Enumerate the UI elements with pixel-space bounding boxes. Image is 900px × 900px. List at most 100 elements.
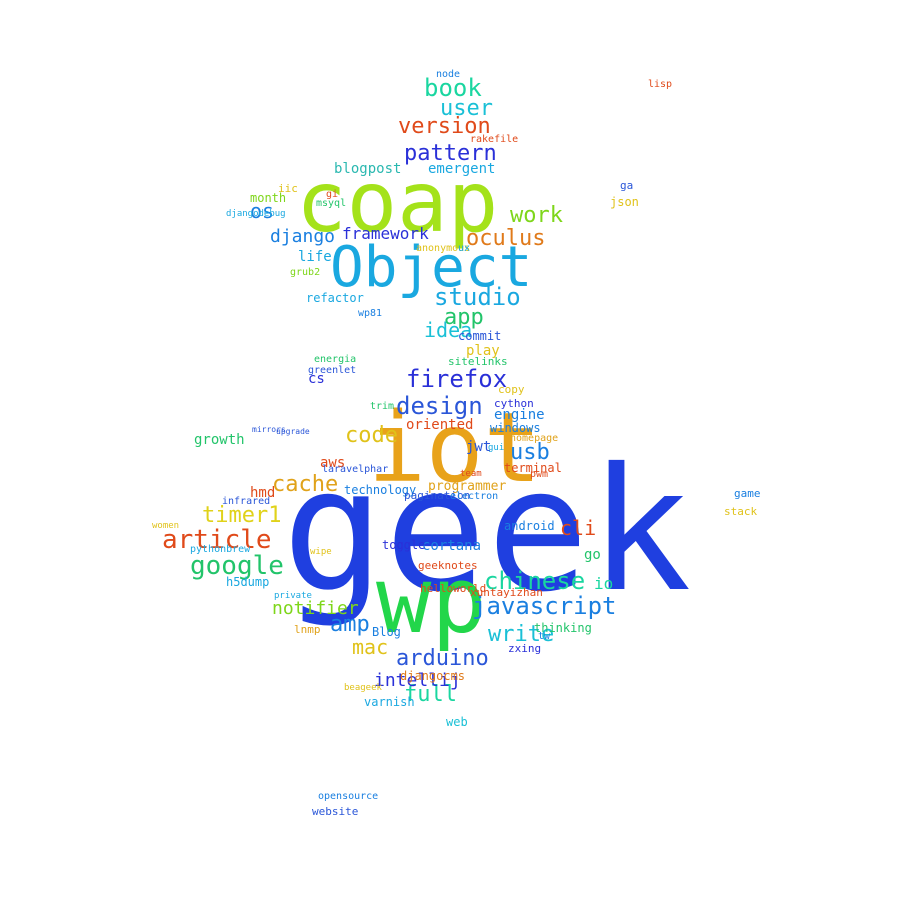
word-code[interactable]: code — [345, 423, 398, 448]
word-object: Object — [330, 235, 533, 300]
word-djangodebug: djangodebug — [226, 209, 286, 219]
word-os: os — [250, 199, 275, 223]
word-infrared: infrared — [222, 496, 271, 507]
word-grub2: grub2 — [290, 267, 321, 278]
word-gui: gui — [488, 443, 505, 453]
word-djangocms: djangocms — [400, 669, 466, 683]
word-upgrade: upgrade — [276, 427, 310, 436]
word-iic: iic — [278, 182, 298, 195]
word-emergent: emergent — [428, 161, 496, 177]
word-anonymous: anonymous — [416, 243, 471, 254]
word-amp: amp — [330, 612, 370, 637]
word-gi: gi — [326, 189, 339, 200]
word-homepage: homepage — [510, 433, 559, 444]
word-oculus: oculus — [466, 226, 546, 251]
word-coap: coap — [296, 153, 499, 251]
word-timer1: timer1 — [202, 503, 282, 528]
word-node: node — [436, 69, 461, 80]
word-helloworld: helloworld — [420, 582, 487, 595]
word-play: play — [466, 343, 500, 359]
word-google: google — [190, 551, 284, 581]
word-web: web — [446, 715, 468, 729]
word-work: work — [510, 203, 563, 228]
word-sitelinks: sitelinks — [448, 355, 508, 368]
word-javascript: javascript — [472, 592, 617, 620]
word-notifier: notifier — [272, 598, 359, 619]
word-technology: technology — [344, 483, 417, 497]
word-cli: cli — [560, 516, 597, 540]
word-varnish: varnish — [364, 695, 415, 709]
word-aws: aws — [320, 455, 346, 471]
word-ux: ux — [458, 243, 471, 254]
word-book: book — [424, 74, 482, 102]
word-cache: cache — [272, 472, 339, 497]
word-terminal: terminal — [504, 461, 562, 475]
word-geek: geek — [282, 432, 692, 630]
word-cortana: cortana — [422, 538, 482, 554]
word-commit: commit — [458, 329, 502, 343]
word-full: full — [404, 682, 457, 707]
word-copy: copy — [498, 383, 525, 396]
word-blog: Blog — [372, 625, 401, 639]
word-django: django — [270, 226, 336, 247]
word-iot: iot — [368, 392, 542, 504]
word-wp81: wp81 — [358, 308, 383, 319]
word-usb: usb — [510, 440, 550, 465]
word-user: user — [440, 96, 493, 121]
word-pwm: pwm — [530, 469, 549, 480]
word-lisp: lisp — [648, 79, 673, 90]
word-cs: cs — [308, 371, 325, 387]
word-mirrors: mirrors — [252, 425, 286, 434]
word-firefox: firefox — [406, 365, 508, 393]
word-greenlet: greenlet — [308, 365, 357, 376]
word-xuntayizhan: xuntayizhan — [470, 586, 543, 599]
word-arduino: arduino — [396, 646, 489, 671]
word-h5dump: h5dump — [226, 575, 270, 589]
word-toggle: toggle — [382, 538, 426, 552]
word-laravelphar: laravelphar — [322, 464, 389, 475]
word-thinking: thinking — [534, 621, 592, 635]
word-game: game — [734, 487, 761, 500]
word-electron: electron — [450, 491, 499, 502]
word-pythonbrew: pythonbrew — [190, 544, 251, 555]
word-zxing: zxing — [508, 642, 542, 655]
word-engine: engine — [494, 407, 545, 423]
word-website: website — [312, 805, 359, 818]
word-lnmp: lnmp — [294, 623, 321, 636]
word-pattern: pattern — [404, 141, 497, 166]
word-chinese: chinese — [484, 567, 586, 595]
word-hmd: hmd — [250, 485, 276, 501]
word-tw: tw — [538, 631, 551, 642]
word-jwt: jwt — [466, 439, 492, 455]
word-version: version — [398, 114, 491, 139]
word-app: app — [444, 305, 484, 330]
word-mac: mac — [352, 635, 389, 659]
word-life: life — [298, 249, 332, 265]
word-idea: idea — [424, 318, 473, 342]
word-rakefile: rakefile — [470, 134, 519, 145]
word-team: team — [460, 469, 482, 479]
word-stack: stack — [724, 505, 758, 518]
word-article: article — [162, 525, 272, 555]
word-io: io — [594, 574, 614, 593]
word-wp: wp — [376, 547, 487, 654]
word-windows: windows — [490, 421, 541, 435]
word-geeknotes: geeknotes — [418, 559, 478, 572]
word-private: private — [274, 591, 312, 601]
word-energia: energia — [314, 354, 357, 365]
word-write: write — [488, 622, 555, 647]
word-studio: studio — [434, 283, 521, 311]
word-framework: framework — [342, 224, 429, 243]
word-refactor: refactor — [306, 291, 364, 305]
word-growth: growth — [194, 432, 245, 448]
word-pagination: pagination — [404, 489, 471, 502]
word-android: android — [504, 519, 555, 533]
word-design: design — [396, 392, 483, 420]
word-msyql: msyql — [316, 198, 347, 209]
word-json: json — [610, 195, 639, 209]
word-cython: cython — [494, 397, 534, 410]
word-intellij: intellij — [374, 670, 461, 691]
word-women: women — [152, 521, 180, 531]
word-go: go — [584, 547, 601, 563]
